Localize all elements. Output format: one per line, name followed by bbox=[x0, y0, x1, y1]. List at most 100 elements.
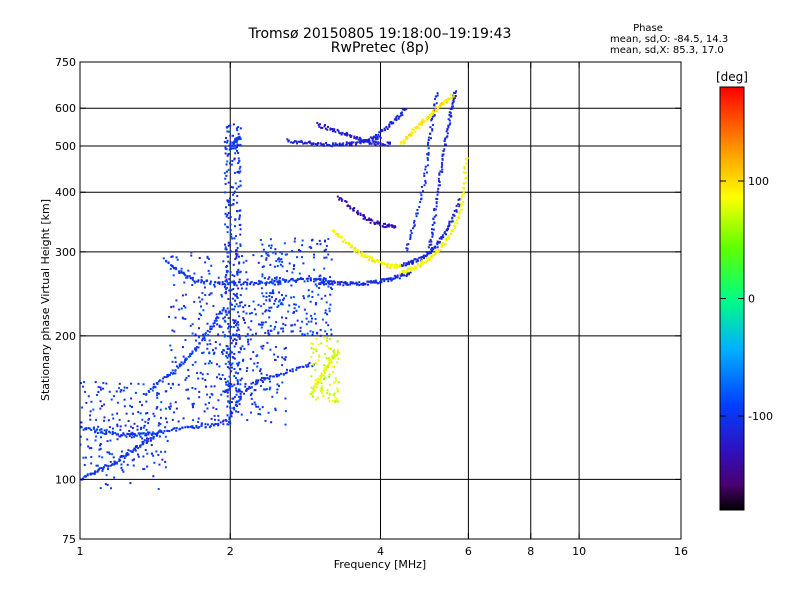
echo-point bbox=[111, 453, 114, 456]
echo-point bbox=[229, 281, 232, 284]
echo-point bbox=[227, 152, 230, 155]
echo-point bbox=[402, 262, 405, 265]
echo-point bbox=[151, 432, 154, 435]
colorbar-tick-label: -100 bbox=[748, 410, 773, 423]
echo-point bbox=[219, 310, 222, 313]
echo-point bbox=[239, 170, 242, 173]
echo-point bbox=[333, 231, 336, 234]
echo-point bbox=[231, 159, 234, 162]
echo-point bbox=[420, 256, 423, 259]
echo-point bbox=[261, 379, 264, 382]
echo-point bbox=[319, 334, 322, 337]
echo-point bbox=[167, 373, 170, 376]
echo-point bbox=[108, 430, 111, 433]
echo-point bbox=[238, 361, 241, 364]
echo-point bbox=[449, 114, 452, 117]
echo-point bbox=[83, 463, 86, 466]
echo-point bbox=[271, 282, 274, 285]
echo-point bbox=[268, 306, 271, 309]
echo-point bbox=[238, 403, 241, 406]
echo-point bbox=[288, 304, 291, 307]
echo-point bbox=[439, 240, 442, 243]
echo-point bbox=[383, 262, 386, 265]
echo-point bbox=[207, 334, 210, 337]
echo-point bbox=[321, 385, 324, 388]
echo-point bbox=[312, 268, 315, 271]
echo-point bbox=[136, 453, 139, 456]
echo-point bbox=[426, 119, 429, 122]
echo-point bbox=[231, 362, 234, 365]
echo-point bbox=[156, 396, 159, 399]
echo-point bbox=[245, 287, 248, 290]
echo-point bbox=[386, 266, 389, 269]
echo-point bbox=[227, 241, 230, 244]
echo-point bbox=[233, 338, 236, 341]
echo-point bbox=[167, 375, 170, 378]
echo-point bbox=[229, 301, 232, 304]
echo-point bbox=[328, 361, 331, 364]
echo-point bbox=[205, 302, 208, 305]
echo-point bbox=[226, 395, 229, 398]
echo-point bbox=[98, 448, 101, 451]
echo-point bbox=[123, 457, 126, 460]
echo-point bbox=[245, 369, 248, 372]
echo-point bbox=[339, 235, 342, 238]
echo-point bbox=[198, 390, 201, 393]
echo-point bbox=[242, 317, 245, 320]
echo-point bbox=[274, 407, 277, 410]
echo-point bbox=[352, 141, 355, 144]
echo-point bbox=[223, 390, 226, 393]
echo-point bbox=[297, 249, 300, 252]
echo-point bbox=[113, 463, 116, 466]
echo-point bbox=[191, 386, 194, 389]
echo-point bbox=[290, 324, 293, 327]
echo-point bbox=[125, 435, 128, 438]
echo-point bbox=[325, 142, 328, 145]
echo-point bbox=[213, 385, 216, 388]
echo-point bbox=[411, 132, 414, 135]
echo-point bbox=[227, 400, 230, 403]
echo-point bbox=[105, 464, 108, 467]
echo-point bbox=[226, 231, 229, 234]
echo-point bbox=[291, 271, 294, 274]
echo-point bbox=[223, 191, 226, 194]
echo-point bbox=[425, 257, 428, 260]
echo-point bbox=[338, 198, 341, 201]
echo-point bbox=[181, 271, 184, 274]
echo-point bbox=[248, 385, 251, 388]
echo-point bbox=[328, 310, 331, 313]
echo-point bbox=[311, 290, 314, 293]
echo-point bbox=[324, 123, 327, 126]
echo-point bbox=[189, 277, 192, 280]
echo-point bbox=[276, 355, 279, 358]
echo-point bbox=[142, 426, 145, 429]
echo-point bbox=[463, 171, 466, 174]
echo-point bbox=[305, 323, 308, 326]
echo-point bbox=[336, 283, 339, 286]
echo-point bbox=[238, 135, 241, 138]
echo-point bbox=[171, 369, 174, 372]
echo-point bbox=[238, 261, 241, 264]
echo-point bbox=[323, 369, 326, 372]
echo-point bbox=[231, 147, 234, 150]
echo-point bbox=[210, 423, 213, 426]
echo-point bbox=[309, 277, 312, 280]
echo-point bbox=[428, 113, 431, 116]
echo-point bbox=[390, 263, 393, 266]
echo-point bbox=[227, 317, 230, 320]
echo-point bbox=[332, 229, 335, 232]
echo-point bbox=[170, 349, 173, 352]
echo-point bbox=[226, 286, 229, 289]
echo-point bbox=[235, 140, 238, 143]
echo-point bbox=[315, 382, 318, 385]
echo-point bbox=[247, 387, 250, 390]
echo-point bbox=[141, 404, 144, 407]
echo-point bbox=[336, 143, 339, 146]
echo-point bbox=[362, 139, 365, 142]
echo-point bbox=[232, 123, 235, 126]
echo-point bbox=[436, 243, 439, 246]
echo-point bbox=[324, 352, 327, 355]
echo-point bbox=[236, 400, 239, 403]
echo-point bbox=[438, 172, 441, 175]
